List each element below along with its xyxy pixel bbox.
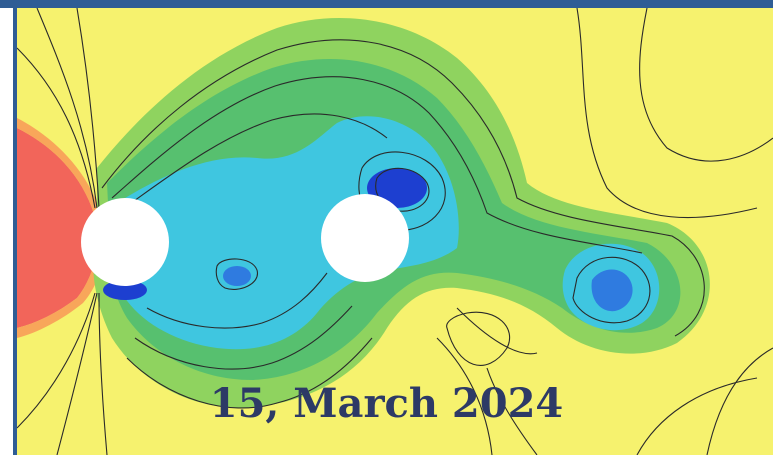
top-border-bar <box>0 0 773 8</box>
contour-lines <box>17 8 773 455</box>
contour-svg <box>17 8 773 455</box>
right-vortex-core <box>591 269 633 312</box>
flow-contour-image <box>17 8 773 455</box>
left-border-bar <box>13 8 17 455</box>
left-cylinder <box>81 198 169 286</box>
date-caption: 15, March 2024 <box>209 380 564 427</box>
vortex-core-lower <box>223 266 251 286</box>
cylinder-shadow-vortex <box>103 280 147 300</box>
right-cylinder <box>321 194 409 282</box>
low-pressure-core <box>114 116 459 350</box>
left-border-margin <box>0 8 13 455</box>
high-pressure-region <box>17 128 97 328</box>
